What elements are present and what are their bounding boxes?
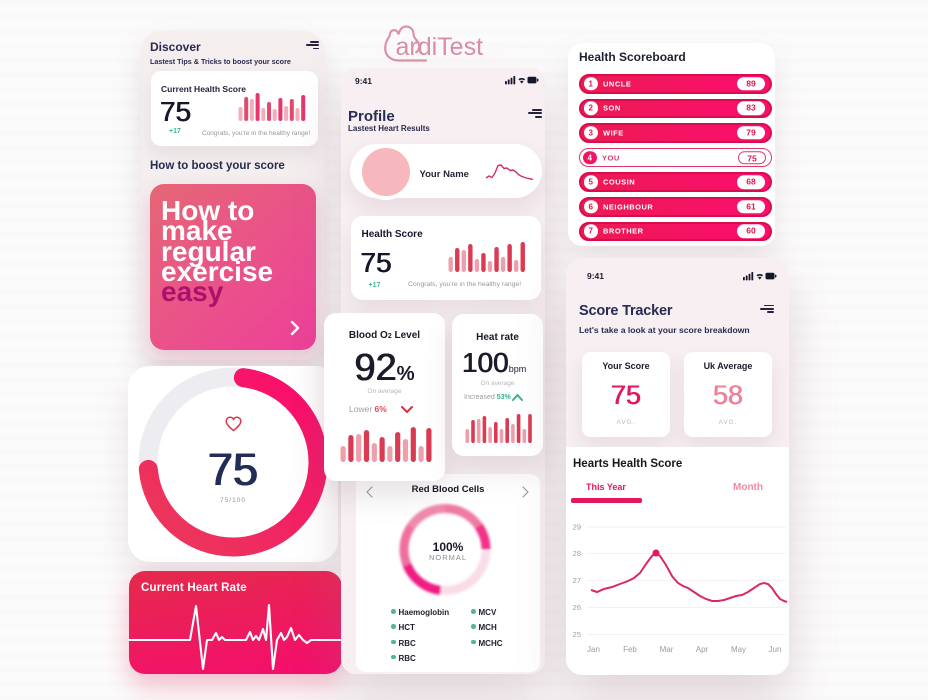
svg-text:Jun: Jun [769,645,782,654]
svg-text:Mar: Mar [660,645,674,654]
svg-text:26: 26 [573,603,581,612]
svg-text:ardiTest: ardiTest [396,33,484,61]
svg-text:29: 29 [573,523,581,532]
svg-text:Jan: Jan [587,645,600,654]
svg-text:Apr: Apr [696,645,709,654]
svg-text:27: 27 [573,576,581,585]
svg-text:May: May [731,645,746,654]
svg-text:28: 28 [573,549,581,558]
svg-text:25: 25 [573,630,581,639]
svg-text:Feb: Feb [623,645,637,654]
